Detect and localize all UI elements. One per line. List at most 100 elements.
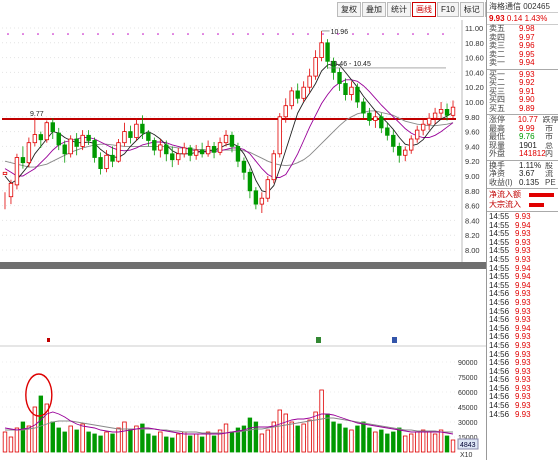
- event-marker-dot: [127, 33, 129, 35]
- price-axis-label: 8.20: [465, 231, 480, 240]
- statistics-button[interactable]: 统计: [387, 2, 411, 17]
- event-marker-dot: [67, 33, 69, 35]
- tick-row: 14:55 9.93: [487, 230, 558, 239]
- event-marker-dot: [352, 33, 354, 35]
- stat2-row-value: 0.135: [519, 177, 540, 187]
- ask-row-value: 9.97: [519, 32, 535, 42]
- event-marker-dot: [7, 33, 9, 35]
- tick-time: 14:55: [489, 263, 510, 273]
- fund-flow-bar: [529, 193, 555, 197]
- candle-body: [420, 123, 426, 131]
- event-marker-dot: [337, 33, 339, 35]
- volume-bar: [414, 431, 420, 453]
- mark-button[interactable]: 标记: [459, 2, 484, 17]
- candle-body: [432, 112, 438, 119]
- ask-row-label: 卖二: [489, 49, 505, 59]
- stat2-row-tail: PE: [545, 178, 556, 187]
- candle-body: [8, 182, 14, 198]
- f10-button[interactable]: F10: [437, 2, 459, 17]
- tick-time: 14:56: [489, 401, 510, 411]
- candle-body: [164, 144, 169, 155]
- tick-price: 9.93: [515, 297, 531, 307]
- candle-body: [325, 42, 330, 62]
- candle-body: [391, 134, 396, 147]
- stat-row-tail: 内: [545, 150, 553, 158]
- stat-row-tail: 市: [545, 124, 553, 133]
- volume-bar: [391, 431, 396, 453]
- current-volume-tag: [457, 438, 479, 450]
- candle-body: [26, 142, 32, 164]
- kline-chart-canvas[interactable]: 11.00 10.80 10.60 10.40 10.20 10.00 9.80 9.60 9.…: [0, 0, 486, 460]
- ask-row-label: 卖三: [489, 41, 505, 50]
- stat-row-label: 现量: [489, 140, 505, 150]
- volume-bar: [104, 431, 109, 453]
- tick-price: 9.93: [515, 358, 531, 368]
- tick-row: 14:56 9.93: [487, 333, 558, 342]
- tick-time: 14:56: [489, 349, 510, 359]
- volume-bar: [158, 431, 163, 453]
- tick-row: 14:55 9.94: [487, 263, 558, 274]
- volume-bar: [373, 431, 378, 453]
- volume-bar: [277, 409, 282, 453]
- candle-body: [289, 90, 294, 107]
- candle-body: [444, 109, 450, 116]
- tick-time: 14:55: [489, 246, 510, 256]
- tick-row: 14:56 9.93: [487, 376, 558, 385]
- volume-bar: [134, 425, 139, 453]
- bid-row-label: 买二: [489, 78, 505, 87]
- overlay-button[interactable]: 叠加: [362, 2, 386, 17]
- tick-list[interactable]: 14:55 9.93 14:55 9.94 14:55 9.93 14:55 9.93 14:5…: [487, 212, 558, 420]
- candle-body: [426, 117, 432, 125]
- tick-price: 9.93: [515, 212, 531, 221]
- chart-splitter-bar[interactable]: [0, 262, 486, 269]
- volume-bar: [116, 427, 121, 453]
- event-marker-dot: [157, 33, 159, 35]
- event-marker-dot: [37, 33, 39, 35]
- volume-axis-label: 90000: [458, 360, 478, 367]
- candle-body: [104, 154, 109, 169]
- tick-price: 9.94: [515, 323, 531, 333]
- volume-ma-line-1: [4, 411, 454, 435]
- stat-row-value: 1901: [519, 140, 537, 150]
- tick-row: 14:56 9.94: [487, 323, 558, 334]
- volume-axis-label: 45000: [458, 405, 478, 412]
- kline-chart-area[interactable]: 11.00 10.80 10.60 10.40 10.20 10.00 9.80 9.60 9.…: [0, 0, 532, 460]
- candle-body: [152, 140, 157, 151]
- stats2-block: 换手 1.11% 股净资 3.67 流收益(I) 0.135 PE: [487, 161, 558, 188]
- tick-row: 14:56 9.93: [487, 410, 558, 420]
- candle-body: [80, 134, 85, 147]
- fund-flow-row: 净流入额: [487, 190, 558, 200]
- tick-row: 14:55 9.94: [487, 281, 558, 291]
- candle-body: [170, 153, 175, 161]
- candle-body: [319, 42, 324, 58]
- candle-body: [414, 129, 420, 140]
- bid-row-value: 9.92: [519, 78, 535, 87]
- stat-row-tail: 跌停: [542, 116, 558, 124]
- volume-bar: [92, 433, 97, 453]
- stat-row-value: 9.76: [519, 132, 535, 141]
- event-marker-dot: [247, 33, 249, 35]
- stats-block: 涨停 10.77 跌停 最高 9.99 市最低 9.76 市现量 1901 总外盘 141812 内: [487, 115, 558, 159]
- bid-row: 买三 9.91: [487, 87, 558, 97]
- candle-body: [140, 123, 145, 134]
- candle-body: [379, 116, 384, 129]
- draw-line-button[interactable]: 画线: [412, 2, 436, 17]
- tick-row: 14:56 9.93: [487, 367, 558, 377]
- volume-bar: [38, 395, 44, 453]
- tick-row: 14:56 9.93: [487, 393, 558, 402]
- event-marker-dot: [217, 33, 219, 35]
- volume-bar: [337, 423, 342, 453]
- volume-bar: [86, 431, 91, 453]
- candle-body: [259, 197, 265, 205]
- candle-body: [20, 157, 26, 164]
- stat-row: 涨停 10.77 跌停: [487, 115, 558, 125]
- restore-rights-button[interactable]: 复权: [337, 2, 361, 17]
- volume-bar: [426, 431, 432, 453]
- tick-time: 14:55: [489, 220, 510, 230]
- volume-bar: [164, 436, 169, 453]
- tick-row: 14:56 9.93: [487, 307, 558, 317]
- candle-body: [211, 145, 217, 153]
- volume-bar: [199, 436, 205, 453]
- tick-price: 9.93: [515, 332, 531, 342]
- price-axis-label: 9.00: [465, 172, 480, 181]
